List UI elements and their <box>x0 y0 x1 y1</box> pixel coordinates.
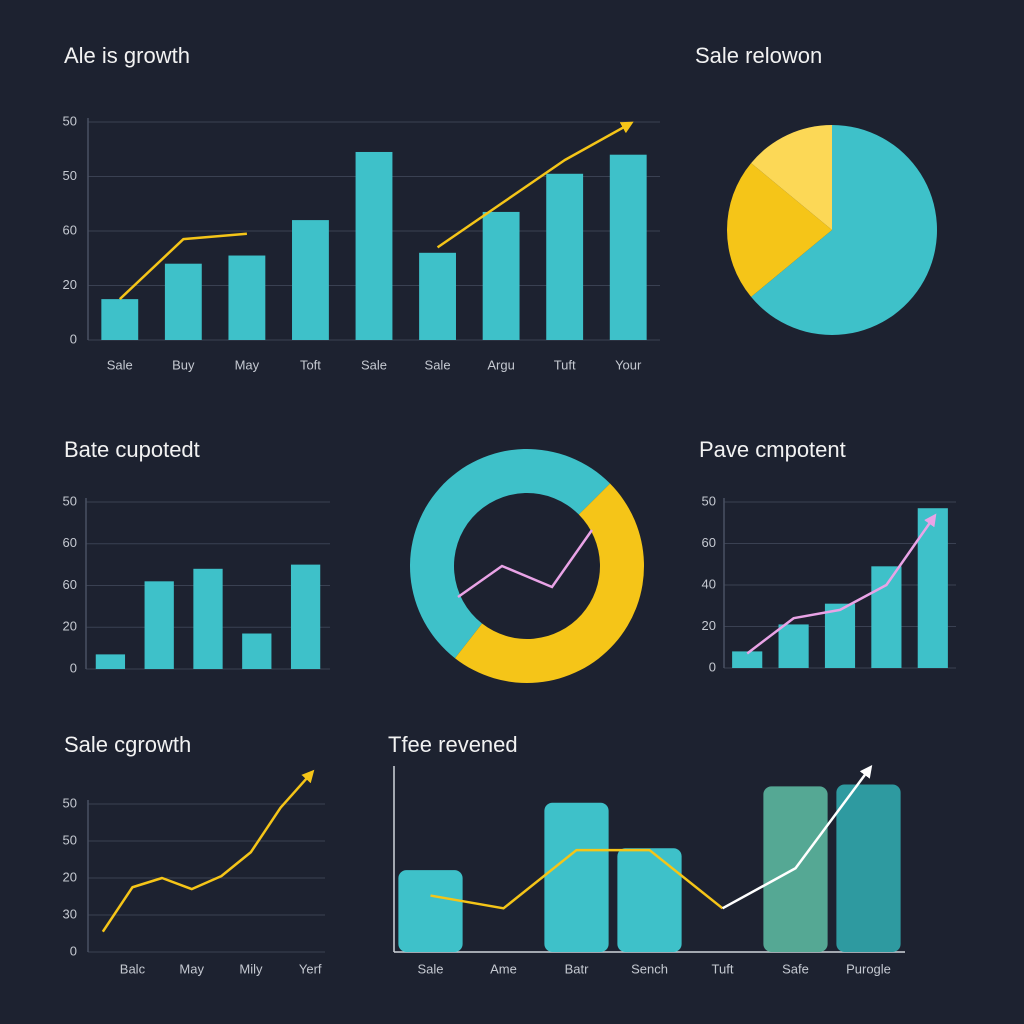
y-tick-label: 0 <box>70 943 77 958</box>
bar <box>242 633 272 669</box>
x-tick-label: May <box>179 961 204 976</box>
x-tick-label: Argu <box>487 357 514 372</box>
line <box>118 232 247 301</box>
bar <box>544 802 609 952</box>
bar <box>292 220 329 340</box>
x-tick-label: Yerf <box>299 961 322 976</box>
bar <box>824 603 856 668</box>
x-tick-label: Purogle <box>846 961 891 976</box>
x-tick-label: Sale <box>425 357 451 372</box>
bar <box>419 252 456 340</box>
line <box>746 513 937 655</box>
slice <box>751 125 938 335</box>
y-tick-label: 20 <box>702 618 716 633</box>
bar <box>95 654 126 669</box>
x-tick-label: Safe <box>782 961 809 976</box>
line <box>101 769 315 933</box>
y-tick-label: 50 <box>63 493 77 508</box>
bar <box>164 263 202 340</box>
slice <box>751 125 832 230</box>
y-tick-label: 60 <box>63 222 77 237</box>
slice <box>454 483 645 684</box>
y-tick-label: 20 <box>63 869 77 884</box>
bar <box>290 564 321 669</box>
bar <box>355 151 393 340</box>
x-tick-label: Your <box>615 357 642 372</box>
x-tick-label: Buy <box>172 357 195 372</box>
y-tick-label: 40 <box>702 576 716 591</box>
y-tick-label: 20 <box>63 619 77 634</box>
bar <box>871 566 902 668</box>
chart-title: Tfee revened <box>388 732 518 757</box>
chart-title: Bate cupotedt <box>64 437 200 462</box>
x-tick-label: Sench <box>631 961 668 976</box>
y-tick-label: 50 <box>63 168 77 183</box>
bar <box>398 870 463 952</box>
bar <box>778 624 809 668</box>
chart-title: Ale is growth <box>64 43 190 68</box>
y-tick-label: 60 <box>63 577 77 592</box>
x-tick-label: Sale <box>417 961 443 976</box>
x-tick-label: Ame <box>490 961 517 976</box>
y-tick-label: 60 <box>63 535 77 550</box>
x-tick-label: Mily <box>239 961 263 976</box>
bar <box>546 173 584 340</box>
chart-title: Sale cgrowth <box>64 732 191 757</box>
x-tick-label: Balc <box>120 961 146 976</box>
x-tick-label: Tuft <box>554 357 576 372</box>
bar <box>609 154 647 340</box>
bar <box>144 581 174 669</box>
x-tick-label: Batr <box>565 961 590 976</box>
bar <box>732 651 763 668</box>
bar <box>193 568 223 669</box>
x-tick-label: May <box>235 357 260 372</box>
y-tick-label: 50 <box>63 113 77 128</box>
x-tick-label: Sale <box>107 357 133 372</box>
line <box>436 121 634 249</box>
x-tick-label: Sale <box>361 357 387 372</box>
y-tick-label: 50 <box>63 795 77 810</box>
bar <box>482 211 520 340</box>
bar <box>836 784 901 952</box>
y-tick-label: 30 <box>63 906 77 921</box>
y-tick-label: 0 <box>70 660 77 675</box>
line <box>721 764 873 910</box>
y-tick-label: 0 <box>70 331 77 346</box>
bar <box>617 848 682 952</box>
donut-decoration <box>457 529 594 599</box>
y-tick-label: 20 <box>63 277 77 292</box>
bar <box>228 255 266 340</box>
chart-title: Pave cmpotent <box>699 437 846 462</box>
y-tick-label: 50 <box>702 493 716 508</box>
chart-title: Sale relowon <box>695 43 822 68</box>
y-tick-label: 60 <box>702 535 716 550</box>
line <box>430 848 724 910</box>
y-tick-label: 0 <box>709 659 716 674</box>
slice <box>410 449 611 659</box>
slice <box>726 163 832 297</box>
x-tick-label: Toft <box>300 357 321 372</box>
x-tick-label: Tuft <box>712 961 734 976</box>
bar <box>101 299 139 340</box>
y-tick-label: 50 <box>63 832 77 847</box>
